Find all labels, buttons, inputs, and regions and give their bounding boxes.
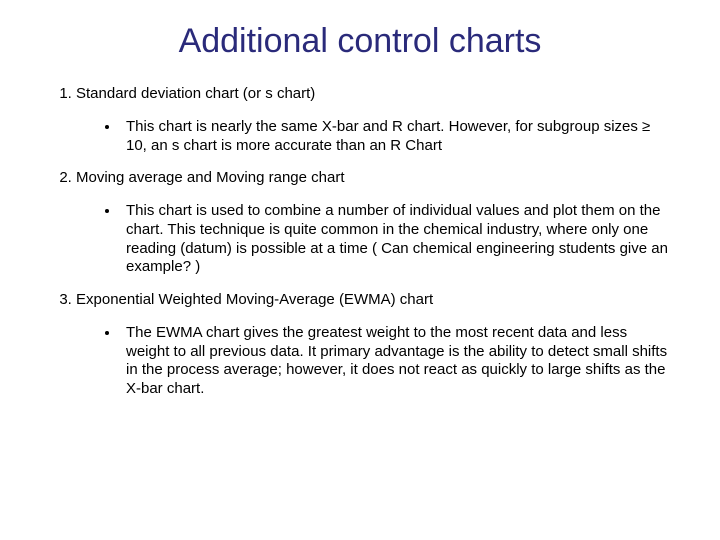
item-3-bullet: The EWMA chart gives the greatest weight… <box>120 324 672 399</box>
list-item-2: Moving average and Moving range chart Th… <box>76 169 672 277</box>
item-2-sublist: This chart is used to combine a number o… <box>76 202 672 277</box>
item-2-heading: Moving average and Moving range chart <box>76 169 672 188</box>
slide-title: Additional control charts <box>48 22 672 61</box>
numbered-list: Standard deviation chart (or s chart) Th… <box>48 85 672 399</box>
item-3-sublist: The EWMA chart gives the greatest weight… <box>76 324 672 399</box>
item-3-heading: Exponential Weighted Moving-Average (EWM… <box>76 291 672 310</box>
item-2-bullet: This chart is used to combine a number o… <box>120 202 672 277</box>
list-item-1: Standard deviation chart (or s chart) Th… <box>76 85 672 155</box>
list-item-3: Exponential Weighted Moving-Average (EWM… <box>76 291 672 399</box>
item-1-sublist: This chart is nearly the same X-bar and … <box>76 118 672 156</box>
slide: Additional control charts Standard devia… <box>0 0 720 540</box>
item-1-bullet: This chart is nearly the same X-bar and … <box>120 118 672 156</box>
item-1-heading: Standard deviation chart (or s chart) <box>76 85 672 104</box>
